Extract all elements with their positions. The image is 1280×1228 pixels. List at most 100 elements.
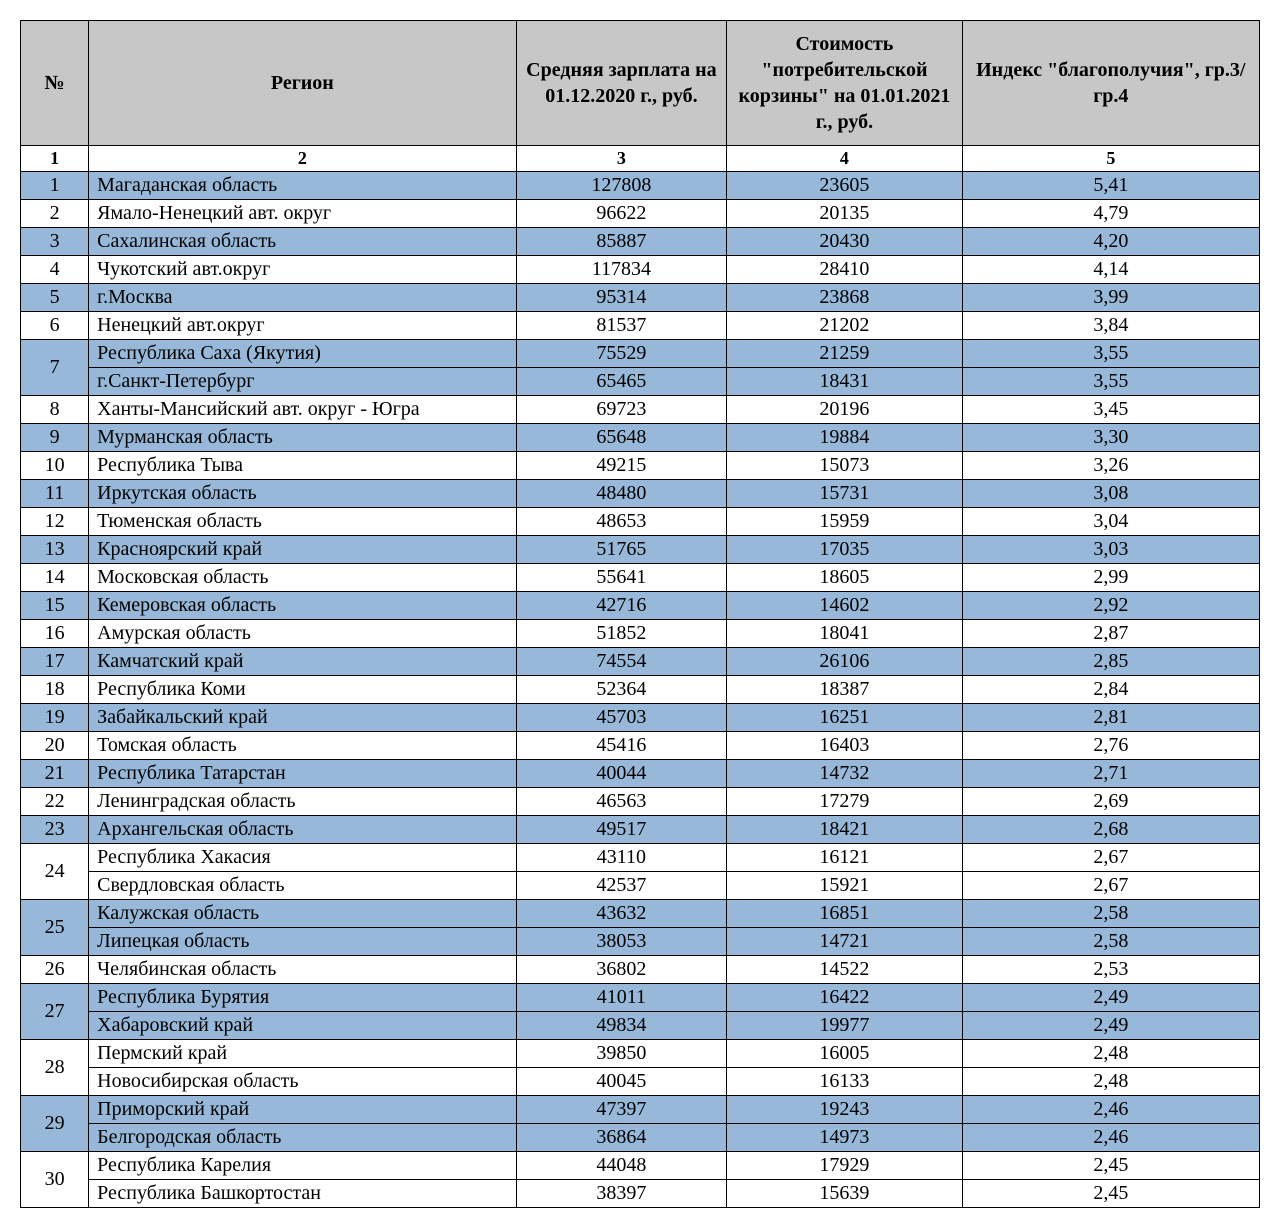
table-row: 27Республика Бурятия41011164222,49 [21,984,1260,1012]
table-row: 18Республика Коми52364183872,84 [21,676,1260,704]
region-cell: Московская область [89,564,516,592]
index-cell: 2,81 [962,704,1259,732]
rank-cell: 27 [21,984,89,1040]
basket-cell: 16005 [727,1040,962,1068]
region-cell: Амурская область [89,620,516,648]
table-row: 9Мурманская область65648198843,30 [21,424,1260,452]
basket-cell: 23868 [727,284,962,312]
index-cell: 3,26 [962,452,1259,480]
table-row: 6Ненецкий авт.округ81537212023,84 [21,312,1260,340]
subhead-1: 1 [21,146,89,172]
table-row: 15Кемеровская область42716146022,92 [21,592,1260,620]
rank-cell: 30 [21,1152,89,1208]
basket-cell: 14602 [727,592,962,620]
index-cell: 4,14 [962,256,1259,284]
region-cell: Камчатский край [89,648,516,676]
table-row: 2Ямало-Ненецкий авт. округ96622201354,79 [21,200,1260,228]
basket-cell: 16251 [727,704,962,732]
basket-cell: 16403 [727,732,962,760]
salary-cell: 43110 [516,844,727,872]
rank-cell: 19 [21,704,89,732]
index-cell: 3,99 [962,284,1259,312]
salary-cell: 47397 [516,1096,727,1124]
basket-cell: 21202 [727,312,962,340]
salary-cell: 51852 [516,620,727,648]
region-cell: г.Москва [89,284,516,312]
region-cell: Красноярский край [89,536,516,564]
region-cell: Республика Карелия [89,1152,516,1180]
table-row: г.Санкт-Петербург65465184313,55 [21,368,1260,396]
rank-cell: 16 [21,620,89,648]
region-cell: Ленинградская область [89,788,516,816]
index-cell: 3,03 [962,536,1259,564]
region-cell: Кемеровская область [89,592,516,620]
table-subheader: 1 2 3 4 5 [21,146,1260,172]
rank-cell: 23 [21,816,89,844]
region-cell: Мурманская область [89,424,516,452]
region-cell: Сахалинская область [89,228,516,256]
table-row: 20Томская область45416164032,76 [21,732,1260,760]
index-cell: 2,48 [962,1040,1259,1068]
table-row: 24Республика Хакасия43110161212,67 [21,844,1260,872]
index-cell: 5,41 [962,172,1259,200]
table-row: 29Приморский край47397192432,46 [21,1096,1260,1124]
index-cell: 3,30 [962,424,1259,452]
basket-cell: 17279 [727,788,962,816]
basket-cell: 14522 [727,956,962,984]
region-cell: Ямало-Ненецкий авт. округ [89,200,516,228]
salary-cell: 36802 [516,956,727,984]
index-cell: 2,87 [962,620,1259,648]
salary-cell: 48480 [516,480,727,508]
table-row: 12Тюменская область48653159593,04 [21,508,1260,536]
rank-cell: 17 [21,648,89,676]
salary-cell: 65648 [516,424,727,452]
basket-cell: 18387 [727,676,962,704]
index-cell: 2,68 [962,816,1259,844]
region-cell: Приморский край [89,1096,516,1124]
basket-cell: 16121 [727,844,962,872]
table-row: 26Челябинская область36802145222,53 [21,956,1260,984]
index-cell: 2,84 [962,676,1259,704]
salary-cell: 42537 [516,872,727,900]
col-header-index: Индекс "благополучия", гр.3/гр.4 [962,21,1259,146]
basket-cell: 23605 [727,172,962,200]
region-cell: Челябинская область [89,956,516,984]
salary-cell: 85887 [516,228,727,256]
col-header-basket: Стоимость "потребительской корзины" на 0… [727,21,962,146]
table-row: 5г.Москва95314238683,99 [21,284,1260,312]
rank-cell: 25 [21,900,89,956]
rank-cell: 6 [21,312,89,340]
col-header-salary: Средняя зарплата на 01.12.2020 г., руб. [516,21,727,146]
rank-cell: 10 [21,452,89,480]
region-cell: Республика Башкортостан [89,1180,516,1208]
index-cell: 2,46 [962,1124,1259,1152]
basket-cell: 15731 [727,480,962,508]
salary-cell: 52364 [516,676,727,704]
basket-cell: 14721 [727,928,962,956]
rank-cell: 5 [21,284,89,312]
subhead-4: 4 [727,146,962,172]
basket-cell: 20430 [727,228,962,256]
region-cell: Тюменская область [89,508,516,536]
index-cell: 2,85 [962,648,1259,676]
table-row: Хабаровский край49834199772,49 [21,1012,1260,1040]
basket-cell: 19977 [727,1012,962,1040]
region-cell: Пермский край [89,1040,516,1068]
region-cell: Республика Татарстан [89,760,516,788]
salary-cell: 38053 [516,928,727,956]
basket-cell: 18041 [727,620,962,648]
index-cell: 3,55 [962,368,1259,396]
index-cell: 3,55 [962,340,1259,368]
region-cell: Хабаровский край [89,1012,516,1040]
index-cell: 2,58 [962,928,1259,956]
salary-cell: 45416 [516,732,727,760]
rank-cell: 28 [21,1040,89,1096]
salary-cell: 69723 [516,396,727,424]
region-cell: Республика Саха (Якутия) [89,340,516,368]
salary-cell: 48653 [516,508,727,536]
table-row: 3Сахалинская область85887204304,20 [21,228,1260,256]
salary-cell: 95314 [516,284,727,312]
index-cell: 2,67 [962,872,1259,900]
rank-cell: 22 [21,788,89,816]
region-cell: Забайкальский край [89,704,516,732]
